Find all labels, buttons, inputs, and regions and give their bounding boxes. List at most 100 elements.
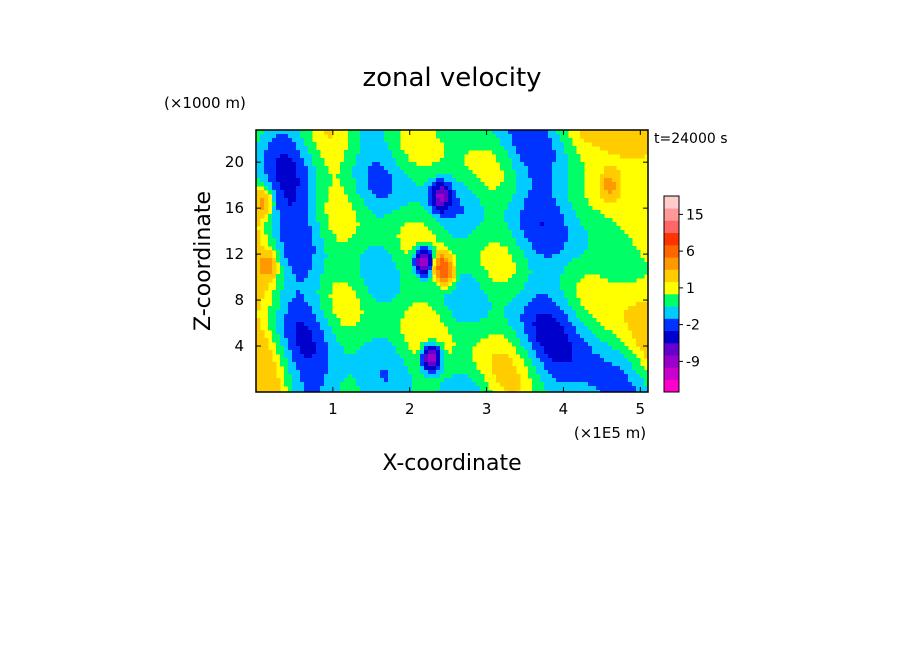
field-cell [468,370,473,375]
field-cell [500,242,505,247]
field-cell [508,226,513,231]
field-cell [508,322,513,327]
field-cell [284,350,289,355]
field-cell [280,326,285,331]
field-cell [288,382,293,387]
field-cell [556,346,561,351]
field-cell [484,194,489,199]
field-cell [340,278,345,283]
field-cell [640,146,645,151]
field-cell [400,158,405,163]
field-cell [556,190,561,195]
field-cell [328,282,333,287]
field-cell [528,266,533,271]
field-cell [308,142,313,147]
field-cell [560,270,565,275]
field-cell [532,214,537,219]
field-cell [260,358,265,363]
field-cell [268,134,273,139]
field-cell [256,306,261,311]
field-cell [348,354,353,359]
field-cell [268,150,273,155]
field-cell [352,346,357,351]
field-cell [452,350,457,355]
field-cell [568,298,573,303]
field-cell [600,378,605,383]
field-cell [432,178,437,183]
field-cell [444,290,449,295]
field-cell [536,342,541,347]
field-cell [296,198,301,203]
field-cell [352,130,357,135]
field-cell [580,354,585,359]
field-cell [536,150,541,155]
field-cell [392,138,397,143]
field-cell [464,218,469,223]
field-cell [520,214,525,219]
field-cell [520,350,525,355]
field-cell [620,278,625,283]
field-cell [296,362,301,367]
field-cell [480,298,485,303]
field-cell [644,346,648,351]
field-cell [456,150,461,155]
field-cell [372,354,377,359]
field-cell [464,274,469,279]
field-cell [512,286,517,291]
field-cell [432,306,437,311]
field-cell [552,354,557,359]
field-cell [504,198,509,203]
field-cell [620,274,625,279]
field-cell [372,382,377,387]
field-cell [420,166,425,171]
field-cell [360,250,365,255]
field-cell [420,174,425,179]
field-cell [300,302,305,307]
field-cell [360,334,365,339]
field-cell [480,198,485,203]
field-cell [564,258,569,263]
field-cell [484,322,489,327]
field-cell [480,234,485,239]
field-cell [428,274,433,279]
field-cell [624,146,629,151]
field-cell [460,242,465,247]
field-cell [368,286,373,291]
field-cell [352,142,357,147]
field-cell [344,270,349,275]
field-cell [432,286,437,291]
field-cell [304,318,309,323]
field-cell [388,266,393,271]
field-cell [348,246,353,251]
field-cell [296,318,301,323]
field-cell [288,302,293,307]
field-cell [396,382,401,387]
field-cell [632,314,637,319]
field-cell [416,186,421,191]
field-cell [512,322,517,327]
field-cell [580,218,585,223]
field-cell [612,278,617,283]
field-cell [360,286,365,291]
field-cell [644,142,648,147]
field-cell [580,330,585,335]
field-cell [304,206,309,211]
field-cell [444,150,449,155]
field-cell [548,286,553,291]
field-cell [416,250,421,255]
field-cell [348,162,353,167]
field-cell [312,378,317,383]
field-cell [384,342,389,347]
field-cell [568,374,573,379]
field-cell [296,342,301,347]
field-cell [304,174,309,179]
field-cell [456,382,461,387]
field-cell [500,158,505,163]
field-cell [504,382,509,387]
field-cell [620,350,625,355]
field-cell [312,294,317,299]
field-cell [584,322,589,327]
field-cell [476,302,481,307]
field-cell [304,154,309,159]
field-cell [432,346,437,351]
